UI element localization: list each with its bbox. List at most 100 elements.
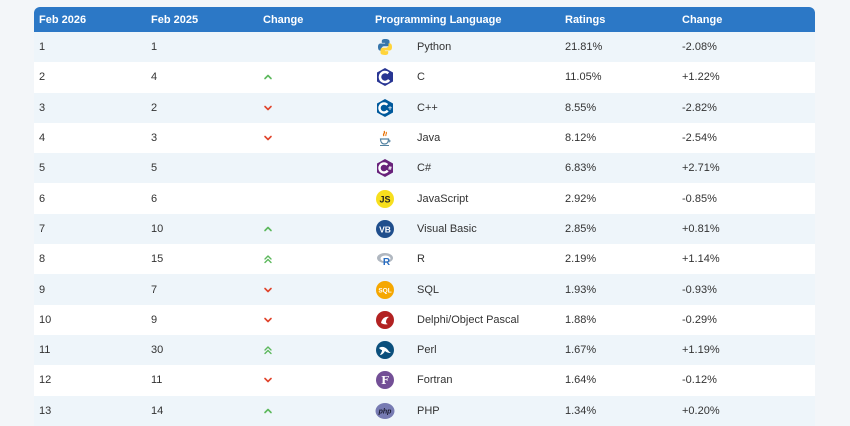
rating-value: 21.81% [565, 41, 603, 54]
delphi-icon [375, 310, 395, 330]
trend-down-icon [263, 285, 370, 295]
rank-change-cell [258, 153, 370, 183]
rating-value: 2.85% [565, 222, 597, 235]
cpp-icon: + [375, 98, 395, 118]
trend-down-icon [263, 315, 370, 325]
header-change[interactable]: Change [263, 13, 304, 26]
language-logo-cell [370, 123, 412, 153]
rating-value: 1.93% [565, 283, 597, 296]
rank-2025: 4 [151, 71, 158, 84]
rank-2026: 4 [39, 132, 46, 145]
svg-text:R: R [383, 257, 391, 268]
trend-down-icon [263, 133, 370, 143]
table-row: 12 11 F Fortran 1.64% -0.12% [34, 365, 815, 396]
php-icon: php [375, 401, 395, 421]
rank-2026: 6 [39, 192, 46, 205]
svg-text:php: php [378, 408, 393, 415]
language-name: JavaScript [417, 192, 469, 205]
header-programming-language[interactable]: Programming Language [375, 13, 502, 26]
r-icon: R [375, 249, 395, 269]
rank-2025: 14 [151, 404, 164, 417]
rank-2025: 2 [151, 101, 158, 114]
rating-value: 1.34% [565, 404, 597, 417]
rank-change-cell [258, 123, 370, 153]
rank-2025: 10 [151, 222, 164, 235]
svg-text:+: + [387, 105, 392, 112]
rank-change-cell [258, 183, 370, 213]
rating-value: 1.88% [565, 313, 597, 326]
rating-change: +1.14% [682, 253, 720, 266]
language-logo-cell [370, 32, 412, 62]
language-logo-cell: R [370, 244, 412, 274]
rank-2026: 3 [39, 101, 46, 114]
language-logo-cell: VB [370, 214, 412, 244]
trend-double-up-icon [263, 345, 370, 355]
rank-change-cell [258, 365, 370, 395]
language-logo-cell [370, 62, 412, 92]
rank-2026: 7 [39, 222, 46, 235]
ranking-table-container: Feb 2026 Feb 2025 Change Programming Lan… [34, 7, 815, 426]
language-logo-cell [370, 335, 412, 365]
rank-change-cell [258, 335, 370, 365]
rank-change-cell [258, 274, 370, 304]
rating-value: 2.19% [565, 253, 597, 266]
svg-text:F: F [381, 374, 389, 387]
rank-2026: 1 [39, 41, 46, 54]
python-icon [375, 37, 395, 57]
rank-2025: 7 [151, 283, 158, 296]
language-name: Fortran [417, 374, 453, 387]
language-logo-cell: + [370, 93, 412, 123]
language-logo-cell: # [370, 153, 412, 183]
rating-change: +1.22% [682, 71, 720, 84]
trend-down-icon [263, 103, 370, 113]
header-ratings-change[interactable]: Change [682, 13, 723, 26]
rank-2026: 12 [39, 374, 52, 387]
sql-icon: SQL [375, 280, 395, 300]
rank-2025: 3 [151, 132, 158, 145]
svg-text:JS: JS [379, 194, 390, 204]
language-logo-cell: F [370, 365, 412, 395]
rating-value: 6.83% [565, 162, 597, 175]
trend-up-icon [263, 72, 370, 82]
language-name: C# [417, 162, 432, 175]
language-name: R [417, 253, 425, 266]
table-row: 13 14 php PHP 1.34% +0.20% [34, 395, 815, 426]
language-name: Visual Basic [417, 222, 477, 235]
table-row: 9 7 SQL SQL 1.93% -0.93% [34, 274, 815, 305]
rating-value: 8.55% [565, 101, 597, 114]
rating-change: -0.93% [682, 283, 717, 296]
rating-change: -0.29% [682, 313, 717, 326]
trend-up-icon [263, 224, 370, 234]
rank-change-cell [258, 214, 370, 244]
language-logo-cell [370, 305, 412, 335]
table-row: 5 5 # C# 6.83% +2.71% [34, 153, 815, 184]
javascript-icon: JS [375, 189, 395, 209]
rating-value: 2.92% [565, 192, 597, 205]
language-name: Perl [417, 344, 437, 357]
table-row: 3 2 + C++ 8.55% -2.82% [34, 92, 815, 123]
header-feb-2026[interactable]: Feb 2026 [39, 13, 87, 26]
table-row: 2 4 C 11.05% +1.22% [34, 62, 815, 93]
rank-change-cell [258, 305, 370, 335]
perl-icon [375, 340, 395, 360]
language-logo-cell: SQL [370, 274, 412, 304]
rank-change-cell [258, 62, 370, 92]
rank-2025: 11 [151, 374, 163, 387]
rating-change: -0.12% [682, 374, 717, 387]
language-name: Java [417, 132, 441, 145]
c-icon [375, 67, 395, 87]
rating-change: -2.08% [682, 41, 717, 54]
rank-2026: 8 [39, 253, 46, 266]
table-row: 8 15 R R 2.19% +1.14% [34, 244, 815, 275]
rank-2026: 10 [39, 313, 52, 326]
rating-change: +1.19% [682, 344, 720, 357]
header-ratings[interactable]: Ratings [565, 13, 606, 26]
table-body: 1 1 Python 21.81% -2.08% 2 4 C 11.05% +1.22% 3 2 + C+… [34, 32, 815, 426]
table-row: 7 10 VB Visual Basic 2.85% +0.81% [34, 213, 815, 245]
rating-change: +0.81% [682, 222, 720, 235]
header-feb-2025[interactable]: Feb 2025 [151, 13, 199, 26]
table-row: 1 1 Python 21.81% -2.08% [34, 32, 815, 63]
rating-change: -2.54% [682, 132, 717, 145]
svg-text:VB: VB [379, 224, 391, 234]
rank-2025: 1 [151, 41, 158, 54]
